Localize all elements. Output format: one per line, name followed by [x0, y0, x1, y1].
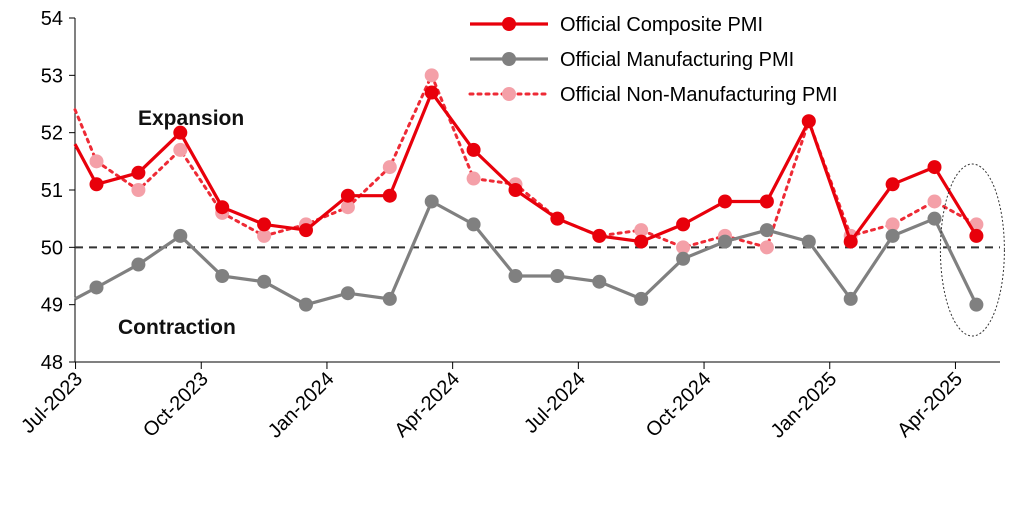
series-layer	[73, 68, 984, 312]
data-point	[257, 217, 272, 232]
data-point	[299, 223, 313, 238]
x-tick-label: Jan-2025	[767, 368, 842, 443]
data-point	[424, 85, 439, 100]
data-point	[843, 234, 858, 249]
legend-label: Official Composite PMI	[560, 14, 763, 36]
data-point	[340, 188, 355, 203]
data-point	[466, 142, 481, 157]
data-point	[89, 177, 104, 192]
data-point	[131, 165, 146, 180]
highlight-ellipse	[939, 163, 1005, 337]
y-tick-label: 51	[41, 180, 63, 202]
data-point	[215, 200, 230, 215]
legend-item-0: Official Composite PMI	[470, 14, 763, 36]
data-point	[89, 280, 104, 295]
data-point	[927, 211, 942, 226]
y-tick-label: 54	[41, 8, 63, 30]
series-line	[73, 71, 978, 250]
data-point	[382, 188, 397, 203]
data-point	[718, 234, 732, 249]
data-point	[257, 228, 272, 243]
legend-swatch-marker	[502, 87, 516, 101]
legend-item-2: Official Non-Manufacturing PMI	[468, 84, 838, 106]
annotation-contraction: Contraction	[118, 316, 236, 339]
data-point	[508, 269, 523, 283]
data-point	[382, 291, 397, 306]
data-point	[759, 194, 774, 209]
data-point	[885, 177, 900, 192]
chart-axes: 48 49 50 51 52 53 54 Jul-2023 Oct-2023 Jan-2024 Ap…	[17, 8, 1000, 443]
data-point	[89, 154, 104, 169]
data-point	[340, 200, 355, 215]
data-point	[215, 269, 230, 283]
data-point	[592, 228, 607, 243]
y-tick-label: 49	[41, 295, 63, 317]
x-tick-label: Jan-2024	[264, 368, 339, 443]
data-point	[257, 274, 272, 289]
data-point	[634, 234, 649, 249]
data-point	[969, 297, 984, 312]
data-point	[382, 160, 397, 175]
data-point	[843, 291, 858, 306]
data-point	[173, 228, 188, 243]
data-point	[676, 251, 691, 266]
data-point	[131, 183, 146, 197]
data-point	[634, 223, 649, 238]
data-point	[927, 160, 942, 175]
series-2	[73, 68, 984, 255]
x-tick-label: Oct-2024	[642, 368, 716, 442]
data-point	[634, 291, 649, 306]
legend-swatch-marker	[502, 52, 516, 66]
data-point	[424, 68, 439, 83]
data-point	[131, 257, 146, 272]
legend-label: Official Non-Manufacturing PMI	[560, 84, 838, 106]
data-point	[885, 228, 900, 243]
series-1	[74, 194, 984, 312]
data-point	[466, 171, 481, 186]
y-tick-label: 50	[41, 237, 63, 259]
data-point	[592, 274, 607, 289]
annotation-expansion: Expansion	[138, 107, 244, 130]
data-point	[718, 194, 732, 209]
x-tick-label: Apr-2025	[893, 368, 967, 442]
data-point	[550, 211, 565, 226]
data-point	[927, 194, 942, 209]
data-point	[299, 297, 313, 312]
data-point	[885, 217, 900, 232]
x-tick-label: Jul-2024	[520, 368, 590, 438]
data-point	[424, 194, 439, 209]
legend-swatch-marker	[502, 17, 516, 31]
data-point	[173, 142, 188, 157]
data-point	[173, 125, 188, 140]
apr-2025-ellipse	[939, 163, 1005, 337]
data-point	[969, 228, 984, 243]
legend-item-1: Official Manufacturing PMI	[470, 49, 794, 71]
y-tick-label: 52	[41, 123, 63, 145]
legend: Official Composite PMI Official Manufactu…	[468, 14, 838, 106]
data-point	[676, 240, 691, 255]
data-point	[340, 286, 355, 301]
data-point	[508, 183, 523, 197]
legend-label: Official Manufacturing PMI	[560, 49, 794, 71]
series-0	[73, 85, 984, 249]
x-tick-label: Oct-2023	[139, 368, 213, 442]
data-point	[550, 269, 565, 283]
data-point	[801, 234, 816, 249]
data-point	[759, 240, 774, 255]
data-point	[801, 114, 816, 129]
data-point	[676, 217, 691, 232]
x-tick-label: Apr-2024	[390, 368, 464, 442]
data-point	[466, 217, 481, 232]
y-tick-label: 53	[41, 65, 63, 87]
y-tick-label: 48	[41, 352, 63, 374]
data-point	[759, 223, 774, 238]
x-tick-label: Jul-2023	[17, 368, 87, 438]
